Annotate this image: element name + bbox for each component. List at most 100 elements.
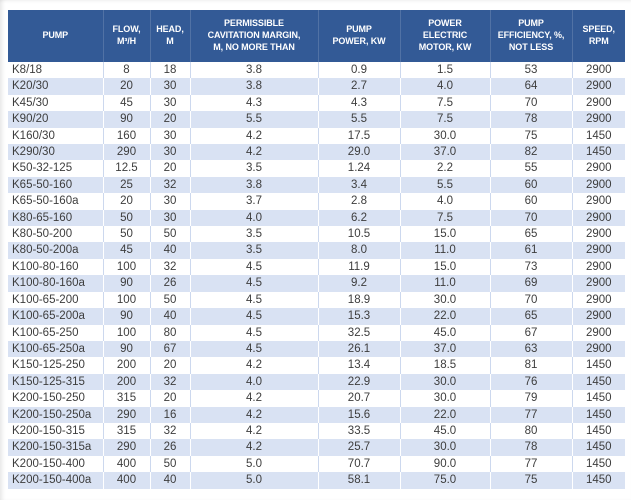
value-cell: 22.9 — [318, 373, 401, 391]
table-row: K100-65-250 100 80 4.5 32.5 45.0 67 2900 — [8, 324, 625, 341]
value-cell: 50 — [103, 226, 151, 243]
value-cell: 37.0 — [400, 340, 491, 358]
value-cell: 1450 — [585, 146, 612, 159]
value-cell: 4.5 — [190, 324, 319, 341]
pump-name-cell: K290/30 — [8, 144, 104, 161]
value-cell: 2900 — [585, 310, 612, 323]
table-row: K45/30 45 30 4.3 4.3 7.5 70 2900 — [8, 94, 625, 112]
value-cell: 1.5 — [400, 62, 491, 79]
value-cell: 4.5 — [190, 258, 319, 276]
value-cell: 50 — [150, 455, 191, 473]
pump-name-cell: K200-150-400a — [8, 472, 104, 489]
value-cell: 7.5 — [400, 111, 491, 128]
value-cell: 81 — [490, 357, 573, 374]
column-header-speed: SPEED, RPM — [572, 10, 625, 62]
table-row: K100-65-250a 90 67 4.5 26.1 37.0 63 2900 — [8, 340, 625, 358]
value-cell: 3.8 — [190, 176, 319, 194]
value-cell: 7.5 — [400, 209, 491, 227]
table-row: K290/30 290 30 4.2 29.0 37.0 82 1450 — [8, 144, 625, 161]
value-cell: 1450 — [585, 392, 612, 405]
value-cell: 3.7 — [190, 193, 319, 210]
value-cell: 2900 — [585, 211, 612, 224]
table-row: K8/18 8 18 3.8 0.9 1.5 53 2900 — [8, 62, 625, 79]
value-cell: 4.2 — [190, 357, 319, 374]
value-cell: 4.0 — [400, 78, 491, 95]
value-cell: 200 — [103, 373, 151, 391]
value-cell: 4.2 — [190, 144, 319, 161]
value-cell: 40 — [150, 472, 191, 489]
pump-name-cell: K200-150-250a — [8, 406, 104, 423]
column-header-pump: PUMP — [8, 10, 104, 62]
value-cell: 20 — [103, 78, 151, 95]
value-cell: 25.7 — [318, 439, 401, 456]
value-cell: 2.7 — [318, 78, 401, 95]
table-row: K150-125-250 200 20 4.2 13.4 18.5 81 1450 — [8, 357, 625, 374]
pump-name-cell: K80-65-160 — [8, 209, 104, 227]
value-cell: 2900 — [585, 96, 612, 109]
pump-name-cell: K200-150-315 — [8, 422, 104, 440]
column-header-head: HEAD, M — [150, 10, 191, 62]
value-cell: 75 — [490, 127, 573, 145]
value-cell: 3.8 — [190, 78, 319, 95]
column-header-cavitation: PERMISSIBLE CAVITATION MARGIN, M, NO MOR… — [190, 10, 319, 62]
value-cell: 2900 — [585, 178, 612, 191]
value-cell: 4.2 — [190, 390, 319, 407]
value-cell: 20 — [150, 160, 191, 177]
value-cell: 75.0 — [400, 472, 491, 489]
table-row: K50-32-125 12.5 20 3.5 1.24 2.2 55 2900 — [8, 160, 625, 177]
value-cell: 200 — [103, 357, 151, 374]
value-cell: 32 — [150, 258, 191, 276]
value-cell: 20 — [103, 193, 151, 210]
table-header: PUMP FLOW, M³/H HEAD, M PERMISSIBLE CAVI… — [8, 10, 625, 62]
column-header-efficiency: PUMP EFFICIENCY, %, NOT LESS — [490, 10, 573, 62]
value-cell: 67 — [490, 324, 573, 341]
value-cell: 50 — [103, 209, 151, 227]
value-cell: 15.0 — [400, 226, 491, 243]
value-cell: 30 — [150, 144, 191, 161]
value-cell: 33.5 — [318, 422, 401, 440]
table-row: K80-50-200a 45 40 3.5 8.0 11.0 61 2900 — [8, 242, 625, 259]
table-row: K20/30 20 30 3.8 2.7 4.0 64 2900 — [8, 78, 625, 95]
value-cell: 60 — [490, 193, 573, 210]
table-row: K200-150-250a 290 16 4.2 15.6 22.0 77 1450 — [8, 406, 625, 423]
header-row: PUMP FLOW, M³/H HEAD, M PERMISSIBLE CAVI… — [8, 10, 625, 62]
value-cell: 26.1 — [318, 340, 401, 358]
value-cell: 400 — [103, 472, 151, 489]
value-cell: 1450 — [585, 129, 612, 142]
value-cell: 11.0 — [400, 242, 491, 259]
value-cell: 50 — [150, 226, 191, 243]
value-cell: 1450 — [585, 375, 612, 388]
value-cell: 90.0 — [400, 455, 491, 473]
value-cell: 90 — [103, 111, 151, 128]
value-cell: 100 — [103, 291, 151, 309]
value-cell: 315 — [103, 390, 151, 407]
table-row: K65-50-160a 20 30 3.7 2.8 4.0 60 2900 — [8, 193, 625, 210]
value-cell: 30.0 — [400, 390, 491, 407]
value-cell: 70.7 — [318, 455, 401, 473]
value-cell: 2900 — [585, 260, 612, 273]
table-row: K200-150-315 315 32 4.2 33.5 45.0 80 1450 — [8, 422, 625, 440]
pump-specification-table: PUMP FLOW, M³/H HEAD, M PERMISSIBLE CAVI… — [8, 10, 625, 489]
value-cell: 4.0 — [400, 193, 491, 210]
value-cell: 11.0 — [400, 275, 491, 292]
value-cell: 90 — [103, 308, 151, 325]
column-header-pump-power: PUMP POWER, KW — [318, 10, 401, 62]
value-cell: 79 — [490, 390, 573, 407]
value-cell: 4.5 — [190, 291, 319, 309]
pump-name-cell: K100-65-200a — [8, 308, 104, 325]
pump-name-cell: K65-50-160a — [8, 193, 104, 210]
value-cell: 30 — [150, 78, 191, 95]
value-cell: 90 — [103, 340, 151, 358]
value-cell: 2900 — [585, 326, 612, 339]
value-cell: 4.0 — [190, 373, 319, 391]
value-cell: 37.0 — [400, 144, 491, 161]
table-row: K200-150-250 315 20 4.2 20.7 30.0 79 1450 — [8, 390, 625, 407]
value-cell: 25 — [103, 176, 151, 194]
pump-name-cell: K80-50-200 — [8, 226, 104, 243]
pump-name-cell: K90/20 — [8, 111, 104, 128]
value-cell: 4.5 — [190, 275, 319, 292]
value-cell: 32 — [150, 422, 191, 440]
value-cell: 2900 — [585, 244, 612, 257]
value-cell: 80 — [150, 324, 191, 341]
